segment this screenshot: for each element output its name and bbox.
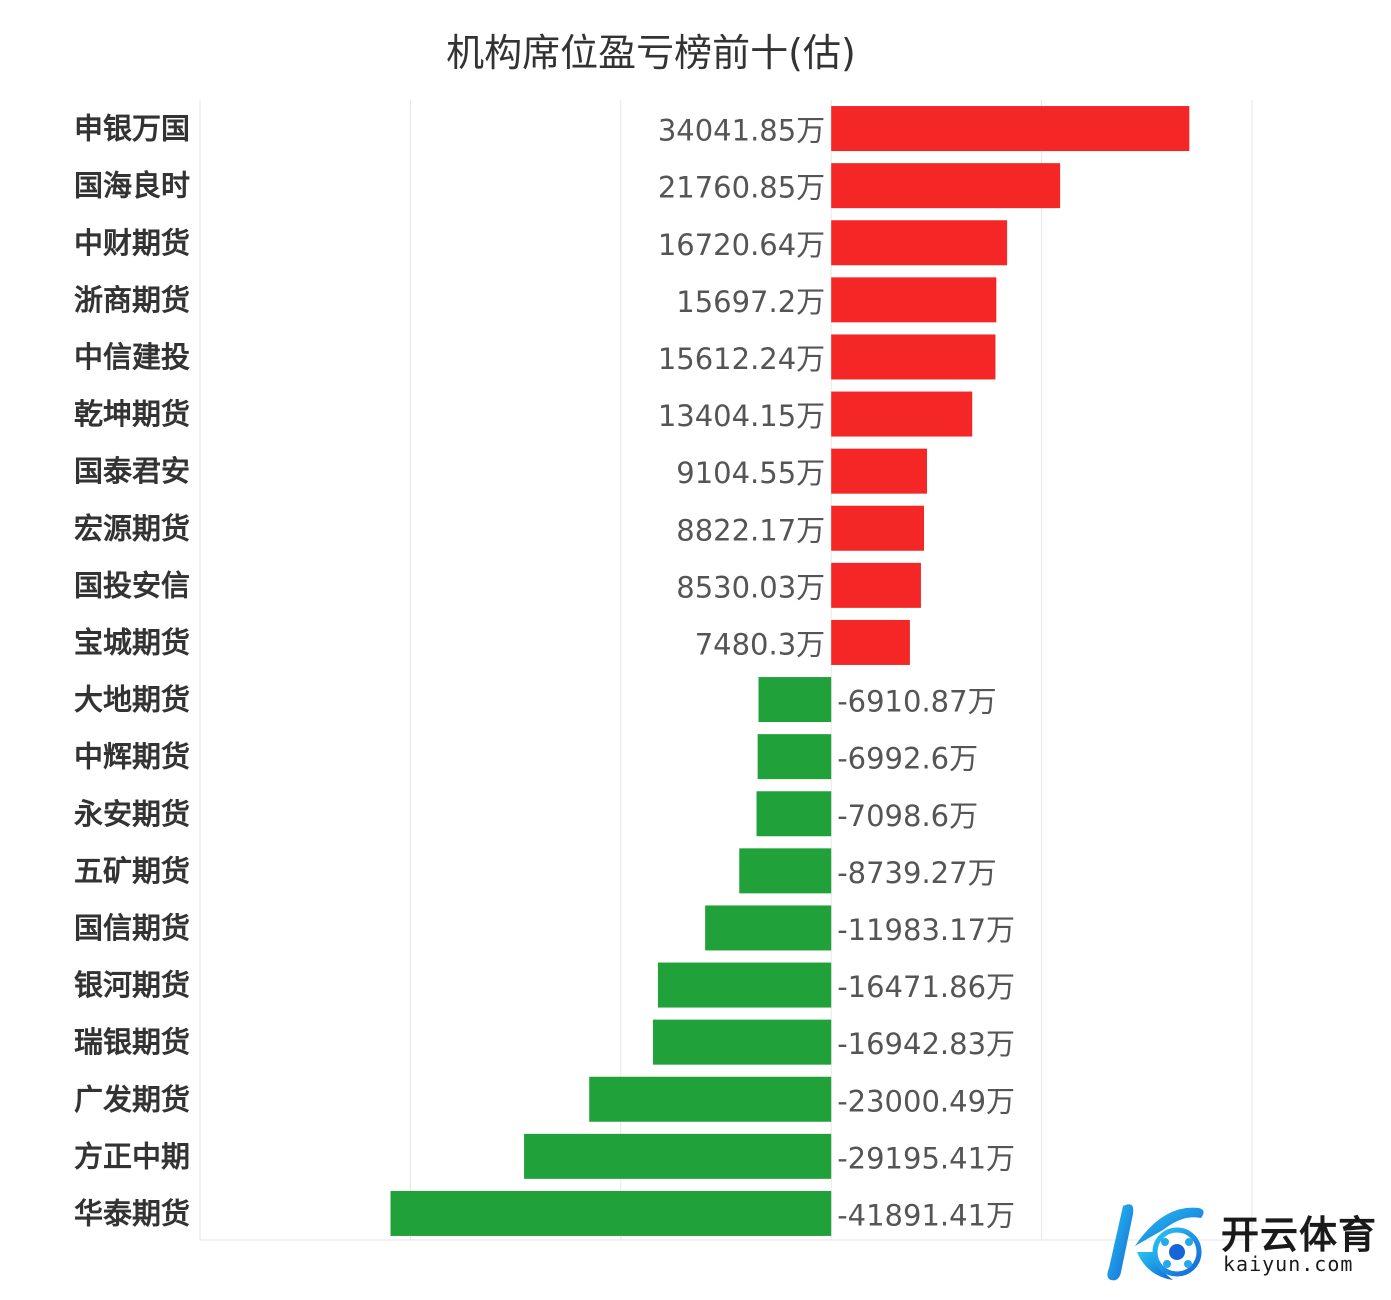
bar (652, 1019, 832, 1065)
watermark-name: 开云体育 (1221, 1213, 1378, 1257)
kaiyun-logo-icon (1107, 1204, 1204, 1281)
data-label: 13404.15万 (658, 399, 825, 433)
category-label: 国泰君安 (74, 454, 190, 488)
data-label: -6910.87万 (837, 685, 996, 719)
bar (831, 163, 1061, 209)
category-label: 浙商期货 (74, 283, 190, 317)
bar (831, 334, 996, 380)
category-label: 宝城期货 (74, 625, 190, 659)
category-label: 广发期货 (74, 1082, 190, 1116)
data-label: -7098.6万 (837, 799, 978, 833)
bar (831, 106, 1190, 152)
data-label: -16942.83万 (837, 1027, 1015, 1061)
data-label: -11983.17万 (837, 913, 1015, 947)
bar (831, 505, 925, 551)
bar (831, 562, 921, 608)
data-label: 8530.03万 (676, 570, 825, 604)
bar (757, 734, 832, 780)
category-label: 国海良时 (74, 169, 190, 203)
category-label: 申银万国 (74, 112, 190, 146)
data-label: 15697.2万 (676, 285, 825, 319)
data-label: 34041.85万 (658, 114, 825, 148)
bar (756, 791, 832, 837)
data-label: 16720.64万 (658, 228, 825, 262)
category-label: 永安期货 (74, 797, 190, 831)
bar (524, 1133, 832, 1179)
data-label: -6992.6万 (837, 742, 978, 776)
data-label: 21760.85万 (658, 171, 825, 205)
watermark-url: kaiyun.com (1223, 1252, 1354, 1276)
category-label: 瑞银期货 (74, 1025, 190, 1059)
grid-lines (199, 100, 1253, 1241)
bar (390, 1190, 832, 1236)
bar (739, 848, 832, 894)
value-labels: 34041.85万 21760.85万 16720.64万 15697.2万 15612… (658, 114, 1015, 1233)
data-label: 9104.55万 (676, 456, 825, 490)
bar (831, 391, 973, 437)
watermark: 开云体育 kaiyun.com (1103, 1196, 1383, 1286)
data-label: -29195.41万 (837, 1141, 1015, 1175)
data-label: -23000.49万 (837, 1084, 1015, 1118)
category-labels: 申银万国国海良时中财期货浙商期货中信建投乾坤期货国泰君安宏源期货国投安信宝城期货… (74, 112, 190, 1231)
category-label: 乾坤期货 (74, 397, 190, 431)
bars (390, 106, 1190, 1236)
data-label: 7480.3万 (695, 627, 825, 661)
category-label: 中辉期货 (74, 740, 190, 774)
data-label: 8822.17万 (676, 513, 825, 547)
category-label: 国投安信 (74, 568, 190, 602)
data-label: 15612.24万 (658, 342, 825, 376)
bar (657, 962, 832, 1008)
data-label: -41891.41万 (837, 1198, 1015, 1232)
bar (758, 677, 832, 723)
category-label: 大地期货 (74, 683, 190, 717)
category-label: 中财期货 (74, 226, 190, 260)
category-label: 国信期货 (74, 911, 190, 945)
bar (589, 1076, 832, 1122)
data-label: -16471.86万 (837, 970, 1015, 1004)
bar (831, 277, 997, 323)
bar (831, 220, 1008, 266)
category-label: 华泰期货 (74, 1196, 190, 1230)
data-label: -8739.27万 (837, 856, 996, 890)
category-label: 五矿期货 (74, 854, 190, 888)
chart-title: 机构席位盈亏榜前十(估) (446, 31, 856, 75)
category-label: 方正中期 (74, 1139, 190, 1173)
category-label: 中信建投 (74, 340, 190, 374)
category-label: 银河期货 (74, 968, 190, 1002)
bar (705, 905, 832, 951)
bar (831, 448, 927, 494)
bar (831, 619, 910, 665)
category-label: 宏源期货 (74, 511, 190, 545)
